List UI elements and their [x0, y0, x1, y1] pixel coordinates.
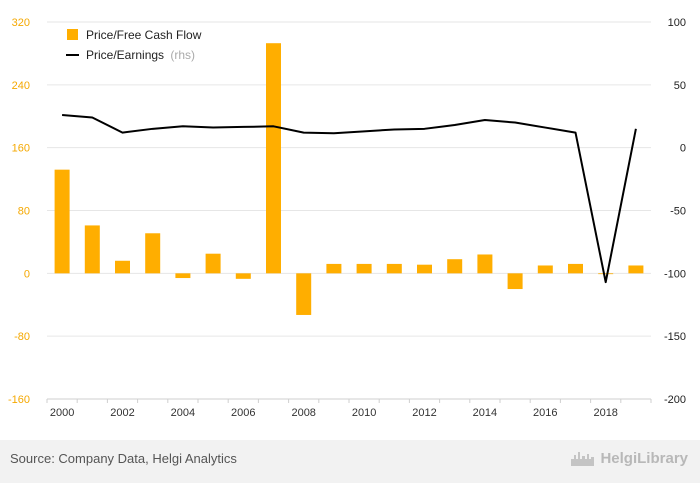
- bar: [598, 273, 614, 275]
- bar: [84, 225, 100, 274]
- y-right-tick-label: 0: [680, 143, 686, 155]
- legend-line-label: Price/Earnings (rhs): [86, 48, 195, 62]
- line-path: [62, 113, 637, 284]
- bar: [447, 259, 463, 274]
- bar: [326, 263, 342, 274]
- y-right-tick-label: -200: [664, 394, 686, 406]
- y-left-tick-label: 240: [12, 80, 30, 92]
- y-axis-left: 320 240 160 80 0 -80 -160: [8, 17, 30, 406]
- y-right-tick-label: -100: [664, 268, 686, 280]
- x-tick-label: 2014: [473, 407, 497, 419]
- y-right-tick-label: -50: [670, 206, 686, 218]
- x-tick-label: 2002: [110, 407, 134, 419]
- footer: Source: Company Data, Helgi Analytics He…: [0, 440, 700, 483]
- bar: [537, 265, 553, 274]
- y-left-tick-label: 160: [12, 143, 30, 155]
- y-right-tick-label: 50: [674, 80, 686, 92]
- legend-line-rhs-note: (rhs): [170, 48, 195, 62]
- chart: 320 240 160 80 0 -80 -160 100 50 0 -50 -100 -150 -20…: [8, 17, 686, 419]
- bar: [205, 253, 221, 274]
- legend-line-name: Price/Earnings: [86, 48, 164, 62]
- bar: [115, 260, 130, 274]
- bar: [568, 263, 583, 274]
- y-left-tick-label: 80: [18, 206, 30, 218]
- gridlines: [47, 21, 651, 400]
- legend-bar-label: Price/Free Cash Flow: [86, 28, 202, 42]
- y-left-tick-label: 320: [12, 17, 30, 29]
- line-series: [62, 113, 637, 284]
- bar: [235, 273, 251, 279]
- y-left-tick-label: 0: [24, 268, 30, 280]
- bar: [477, 254, 493, 274]
- x-tick-label: 2000: [50, 407, 74, 419]
- bar-series: [54, 43, 644, 315]
- bar: [175, 273, 191, 279]
- logo-text: HelgiLibrary: [600, 449, 688, 467]
- bar: [386, 263, 402, 274]
- y-right-tick-label: -150: [664, 331, 686, 343]
- y-left-tick-label: -160: [8, 394, 30, 406]
- y-right-tick-label: 100: [668, 17, 686, 29]
- skyline-icon: [571, 452, 595, 466]
- x-tick-label: 2004: [171, 407, 195, 419]
- source-text: Source: Company Data, Helgi Analytics: [10, 451, 237, 466]
- y-left-tick-label: -80: [14, 331, 30, 343]
- bar: [507, 273, 523, 290]
- x-tick-label: 2012: [412, 407, 436, 419]
- x-axis: 2000 2002 2004 2006 2008 2010 2012 2014 2016 2018: [46, 398, 652, 419]
- legend-bar-swatch: [67, 29, 78, 40]
- x-tick-label: 2018: [593, 407, 617, 419]
- bar: [266, 43, 281, 274]
- bar: [356, 263, 372, 274]
- bar: [296, 273, 312, 315]
- x-tick-label: 2006: [231, 407, 255, 419]
- bar: [54, 169, 70, 274]
- helgi-library-logo: HelgiLibrary: [570, 449, 688, 467]
- bar: [145, 233, 161, 274]
- bar: [417, 264, 432, 274]
- x-tick-label: 2008: [291, 407, 315, 419]
- legend: Price/Free Cash Flow Price/Earnings (rhs…: [66, 28, 202, 62]
- x-tick-label: 2016: [533, 407, 557, 419]
- y-axis-right: 100 50 0 -50 -100 -150 -200: [664, 17, 686, 406]
- bar: [628, 265, 644, 274]
- x-tick-label: 2010: [352, 407, 376, 419]
